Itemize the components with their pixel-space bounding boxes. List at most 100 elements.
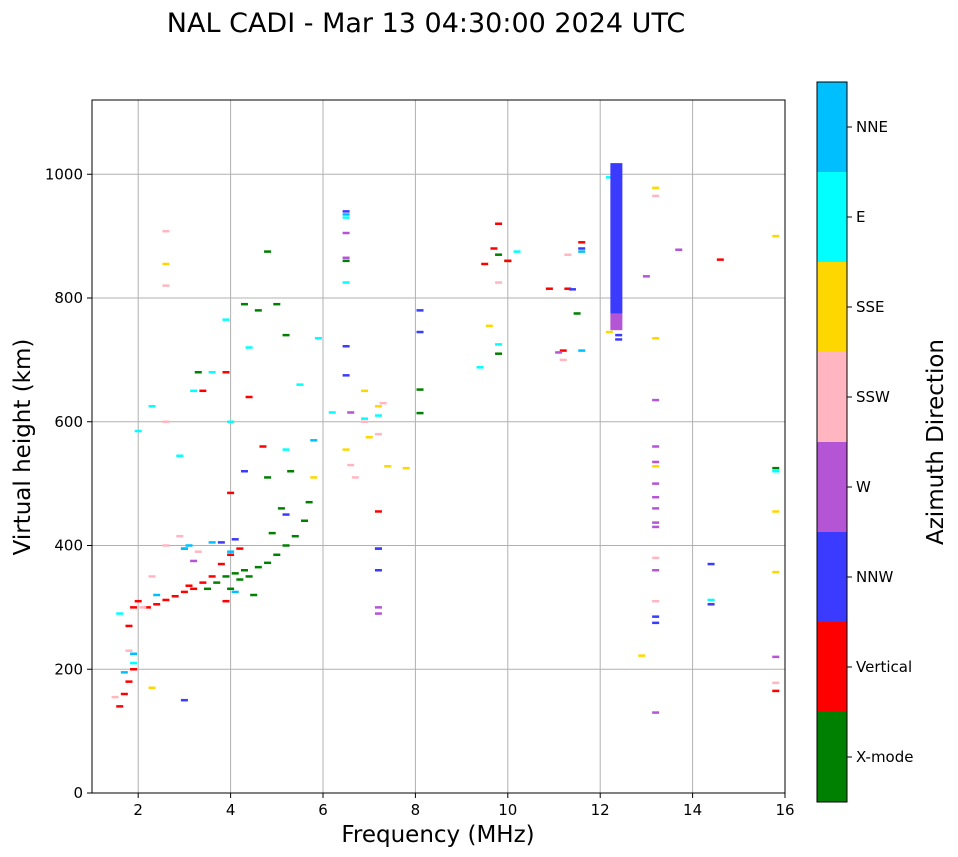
echo-point [416,330,424,334]
echo-point [342,259,350,263]
echo-point [162,284,170,287]
echo-point [130,668,138,671]
echo-point [642,275,650,278]
echo-point [361,420,369,423]
echo-point [199,389,207,393]
echo-point [282,333,290,337]
echo-point [772,510,780,513]
series-w [190,231,780,714]
plot-frame [91,99,786,794]
echo-point [176,534,184,538]
x-tick-label: 16 [775,801,794,819]
colorbar-tick-label: SSW [856,388,890,406]
echo-point [190,587,198,591]
echo-point [259,445,267,448]
echo-point [194,371,202,374]
echo-point [652,711,660,714]
x-tick-label: 6 [318,801,328,819]
echo-point [217,541,225,544]
echo-point [111,695,119,699]
echo-point [162,229,170,233]
echo-point [208,575,216,578]
echo-point [374,547,382,550]
echo-point [148,686,156,690]
echo-point [208,541,216,544]
echo-point [476,366,484,369]
echo-point [277,507,285,510]
echo-point [227,491,235,495]
echo-point [194,550,202,553]
echo-point [578,247,586,250]
echo-point [513,250,521,253]
echo-point [185,584,193,587]
data-marks [111,163,780,714]
echo-point [134,429,142,433]
echo-point [495,343,503,346]
echo-point [402,466,410,470]
echo-point [240,569,248,572]
x-tick-label: 14 [683,801,702,819]
series-vertical [116,222,780,708]
echo-point [264,561,272,565]
echo-point [208,371,216,374]
echo-point [130,652,138,656]
x-tick-label: 8 [411,801,421,819]
echo-point [190,559,198,563]
echo-point [268,531,276,535]
echo-point [231,538,239,541]
echo-point [615,338,623,341]
echo-point [130,606,138,609]
echo-point [116,612,124,615]
echo-point [652,525,660,529]
echo-point [222,575,230,578]
echo-point [652,186,660,190]
colorbar-swatch [817,172,847,262]
echo-point [310,439,318,442]
echo-point [652,445,660,448]
echo-point [707,598,715,602]
echo-point [180,590,188,594]
echo-point [125,624,133,628]
echo-point [416,388,424,391]
echo-point [162,544,170,547]
echo-point [605,330,613,334]
echo-point [190,389,198,393]
echo-point [264,476,272,479]
series-ssw [111,194,780,699]
echo-point [384,465,392,468]
echo-point [416,411,424,415]
echo-point [227,553,235,557]
echo-point [495,281,503,284]
series-nne [120,213,586,674]
echo-point [772,470,780,473]
echo-point [652,507,660,510]
echo-point [180,698,188,702]
echo-point [545,287,553,290]
echo-point [772,655,780,659]
echo-point [148,575,156,578]
echo-point [171,594,179,598]
echo-point [347,463,355,467]
echo-point [485,324,493,328]
echo-point [250,593,258,597]
echo-point [675,248,683,251]
y-tick-label: 200 [54,660,83,678]
colorbar-swatch [817,532,847,622]
echo-point [222,599,230,603]
echo-point [328,411,336,414]
echo-point [291,534,299,538]
echo-point [162,598,170,602]
echo-point [342,216,350,219]
echo-point [772,466,780,470]
echo-point [213,581,221,584]
echo-point [282,448,290,451]
echo-point [652,482,660,485]
echo-point [638,654,646,657]
colorbar-swatch [817,352,847,442]
echo-point [351,476,359,479]
echo-point [222,371,230,374]
x-tick-label: 12 [591,801,610,819]
echo-point [652,621,660,625]
colorbar-swatch [817,442,847,532]
echo-point [374,612,382,615]
